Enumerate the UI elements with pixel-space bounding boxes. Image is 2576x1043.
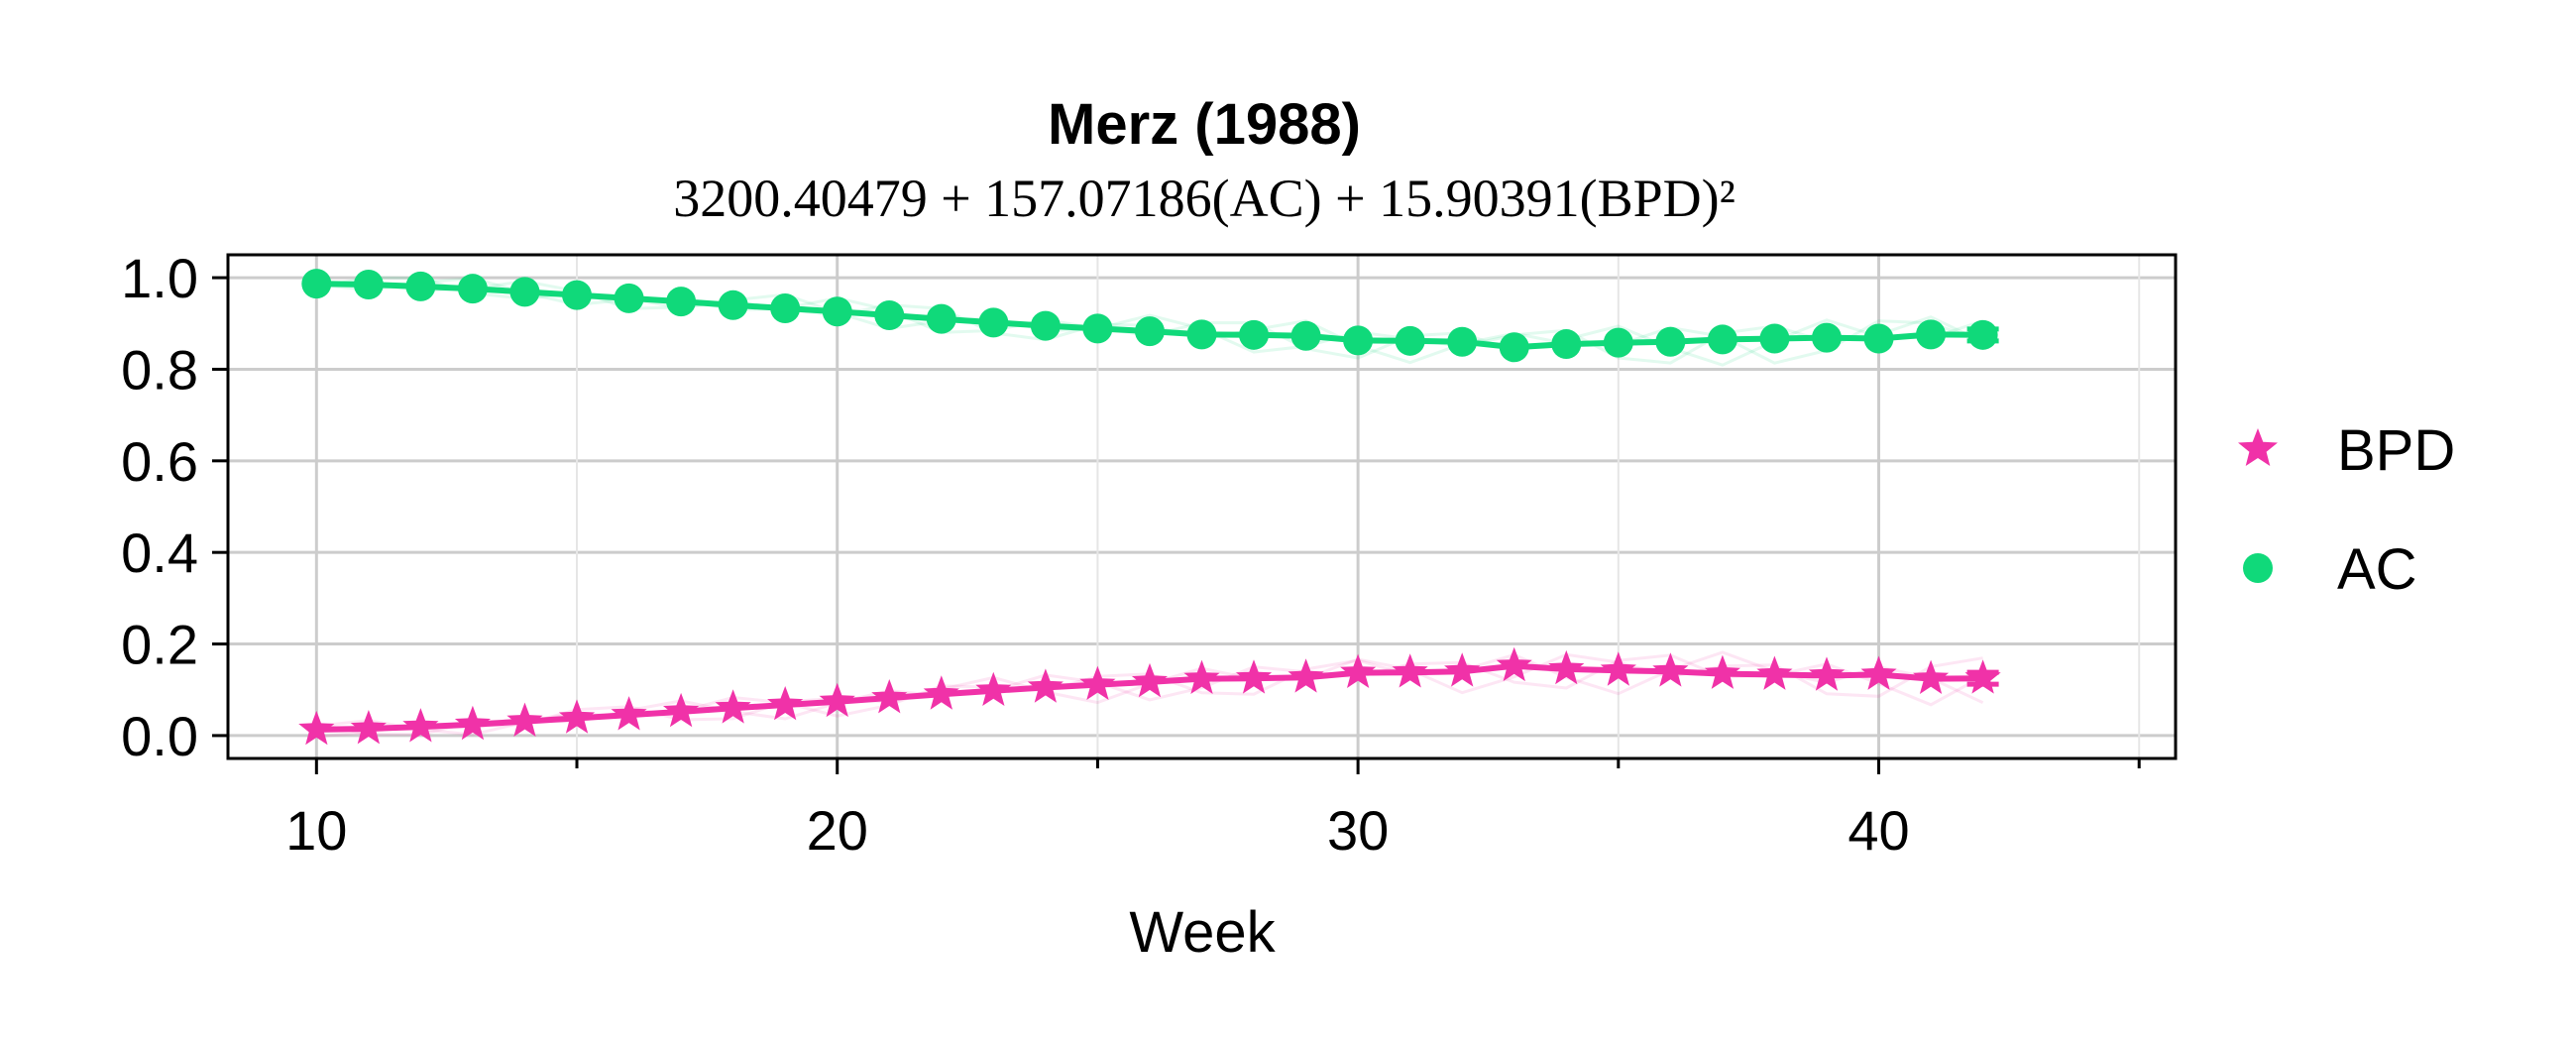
- data-point-bpd: [1183, 659, 1220, 694]
- data-point-bpd: [1131, 662, 1168, 698]
- data-point-ac: [1030, 310, 1061, 341]
- data-point-bpd: [975, 671, 1012, 706]
- legend-marker-ac: [2243, 553, 2273, 583]
- data-point-bpd: [1444, 652, 1481, 687]
- data-point-ac: [353, 270, 384, 300]
- data-point-bpd: [1496, 646, 1532, 682]
- data-point-ac: [509, 277, 540, 307]
- data-point-bpd: [871, 679, 908, 714]
- data-point-ac: [1707, 324, 1737, 355]
- legend-label-bpd: BPD: [2337, 418, 2455, 483]
- data-point-ac: [301, 269, 332, 299]
- data-point-bpd: [1860, 655, 1897, 690]
- data-point-ac: [822, 296, 852, 327]
- data-point-ac: [1395, 325, 1425, 356]
- y-tick-label: 0.6: [121, 430, 198, 493]
- data-point-bpd: [1808, 656, 1846, 691]
- data-point-bpd: [1548, 649, 1585, 685]
- data-point-bpd: [1652, 652, 1689, 687]
- data-point-bpd: [1340, 653, 1377, 688]
- x-axis-label: Week: [1129, 900, 1276, 965]
- data-point-ac: [1916, 319, 1947, 350]
- x-tick-label: 10: [285, 799, 347, 862]
- x-axis: 10 20 30 40: [285, 758, 2141, 862]
- y-tick-label: 0.8: [121, 338, 198, 401]
- data-point-ac: [1343, 325, 1374, 356]
- data-point-ac: [666, 287, 697, 317]
- data-point-bpd: [767, 686, 804, 721]
- data-point-ac: [1863, 323, 1894, 354]
- data-point-bpd: [298, 710, 335, 746]
- plot-frame: [226, 253, 2178, 760]
- data-point-bpd: [611, 696, 647, 731]
- data-point-bpd: [454, 705, 491, 741]
- data-point-ac: [1499, 332, 1529, 363]
- data-point-ac: [1551, 329, 1582, 360]
- x-tick-label: 20: [807, 799, 868, 862]
- data-point-ac: [770, 293, 801, 324]
- data-point-bpd: [1079, 665, 1116, 700]
- data-point-ac: [926, 303, 956, 334]
- data-point-bpd: [663, 692, 700, 728]
- data-point-ac: [1134, 316, 1165, 347]
- data-point-bpd: [819, 682, 855, 718]
- data-point-ac: [1655, 326, 1686, 357]
- data-point-bpd: [402, 708, 439, 743]
- data-point-ac: [1603, 327, 1633, 358]
- chart-title: Merz (1988): [1048, 92, 1361, 157]
- data-point-ac: [978, 307, 1009, 338]
- x-tick-label: 40: [1848, 799, 1909, 862]
- y-axis: 0.0 0.2 0.4 0.6 0.8 1.0: [121, 247, 228, 767]
- legend: BPD AC: [2238, 418, 2455, 602]
- y-tick-label: 0.2: [121, 614, 198, 676]
- data-point-ac: [1290, 320, 1321, 351]
- data-point-bpd: [1704, 654, 1740, 689]
- data-point-ac: [614, 283, 644, 313]
- y-tick-label: 0.4: [121, 522, 198, 584]
- data-point-ac: [1447, 326, 1478, 357]
- data-point-bpd: [1913, 659, 1950, 694]
- data-point-ac: [1759, 323, 1790, 354]
- data-point-ac: [1967, 319, 1998, 350]
- series-ac: [301, 269, 1999, 363]
- data-point-bpd: [1288, 658, 1324, 693]
- data-point-ac: [718, 290, 748, 320]
- series-bpd: [298, 646, 2001, 746]
- data-point-bpd: [923, 675, 959, 710]
- legend-marker-bpd: [2238, 428, 2278, 466]
- y-tick-label: 0.0: [121, 705, 198, 767]
- data-point-ac: [1811, 322, 1842, 353]
- data-point-bpd: [1392, 653, 1428, 688]
- series-layer: [298, 269, 2001, 746]
- data-point-bpd: [1027, 668, 1064, 703]
- data-point-bpd: [1600, 651, 1636, 686]
- data-point-ac: [457, 274, 488, 304]
- data-point-bpd: [1964, 659, 2001, 694]
- data-point-ac: [405, 271, 436, 301]
- data-point-ac: [1082, 313, 1113, 344]
- data-point-ac: [1186, 319, 1217, 350]
- legend-label-ac: AC: [2337, 537, 2417, 602]
- data-point-ac: [1239, 319, 1270, 350]
- data-point-bpd: [558, 699, 596, 734]
- y-tick-label: 1.0: [121, 247, 198, 309]
- data-point-bpd: [350, 710, 387, 745]
- data-point-ac: [562, 280, 593, 310]
- chart-subtitle: 3200.40479 + 157.07186(AC) + 15.90391(BP…: [673, 169, 1736, 228]
- data-point-bpd: [506, 702, 543, 737]
- data-point-bpd: [1756, 655, 1793, 690]
- data-point-ac: [874, 299, 905, 330]
- data-point-bpd: [715, 689, 751, 724]
- data-point-bpd: [1236, 659, 1273, 694]
- x-tick-label: 30: [1327, 799, 1389, 862]
